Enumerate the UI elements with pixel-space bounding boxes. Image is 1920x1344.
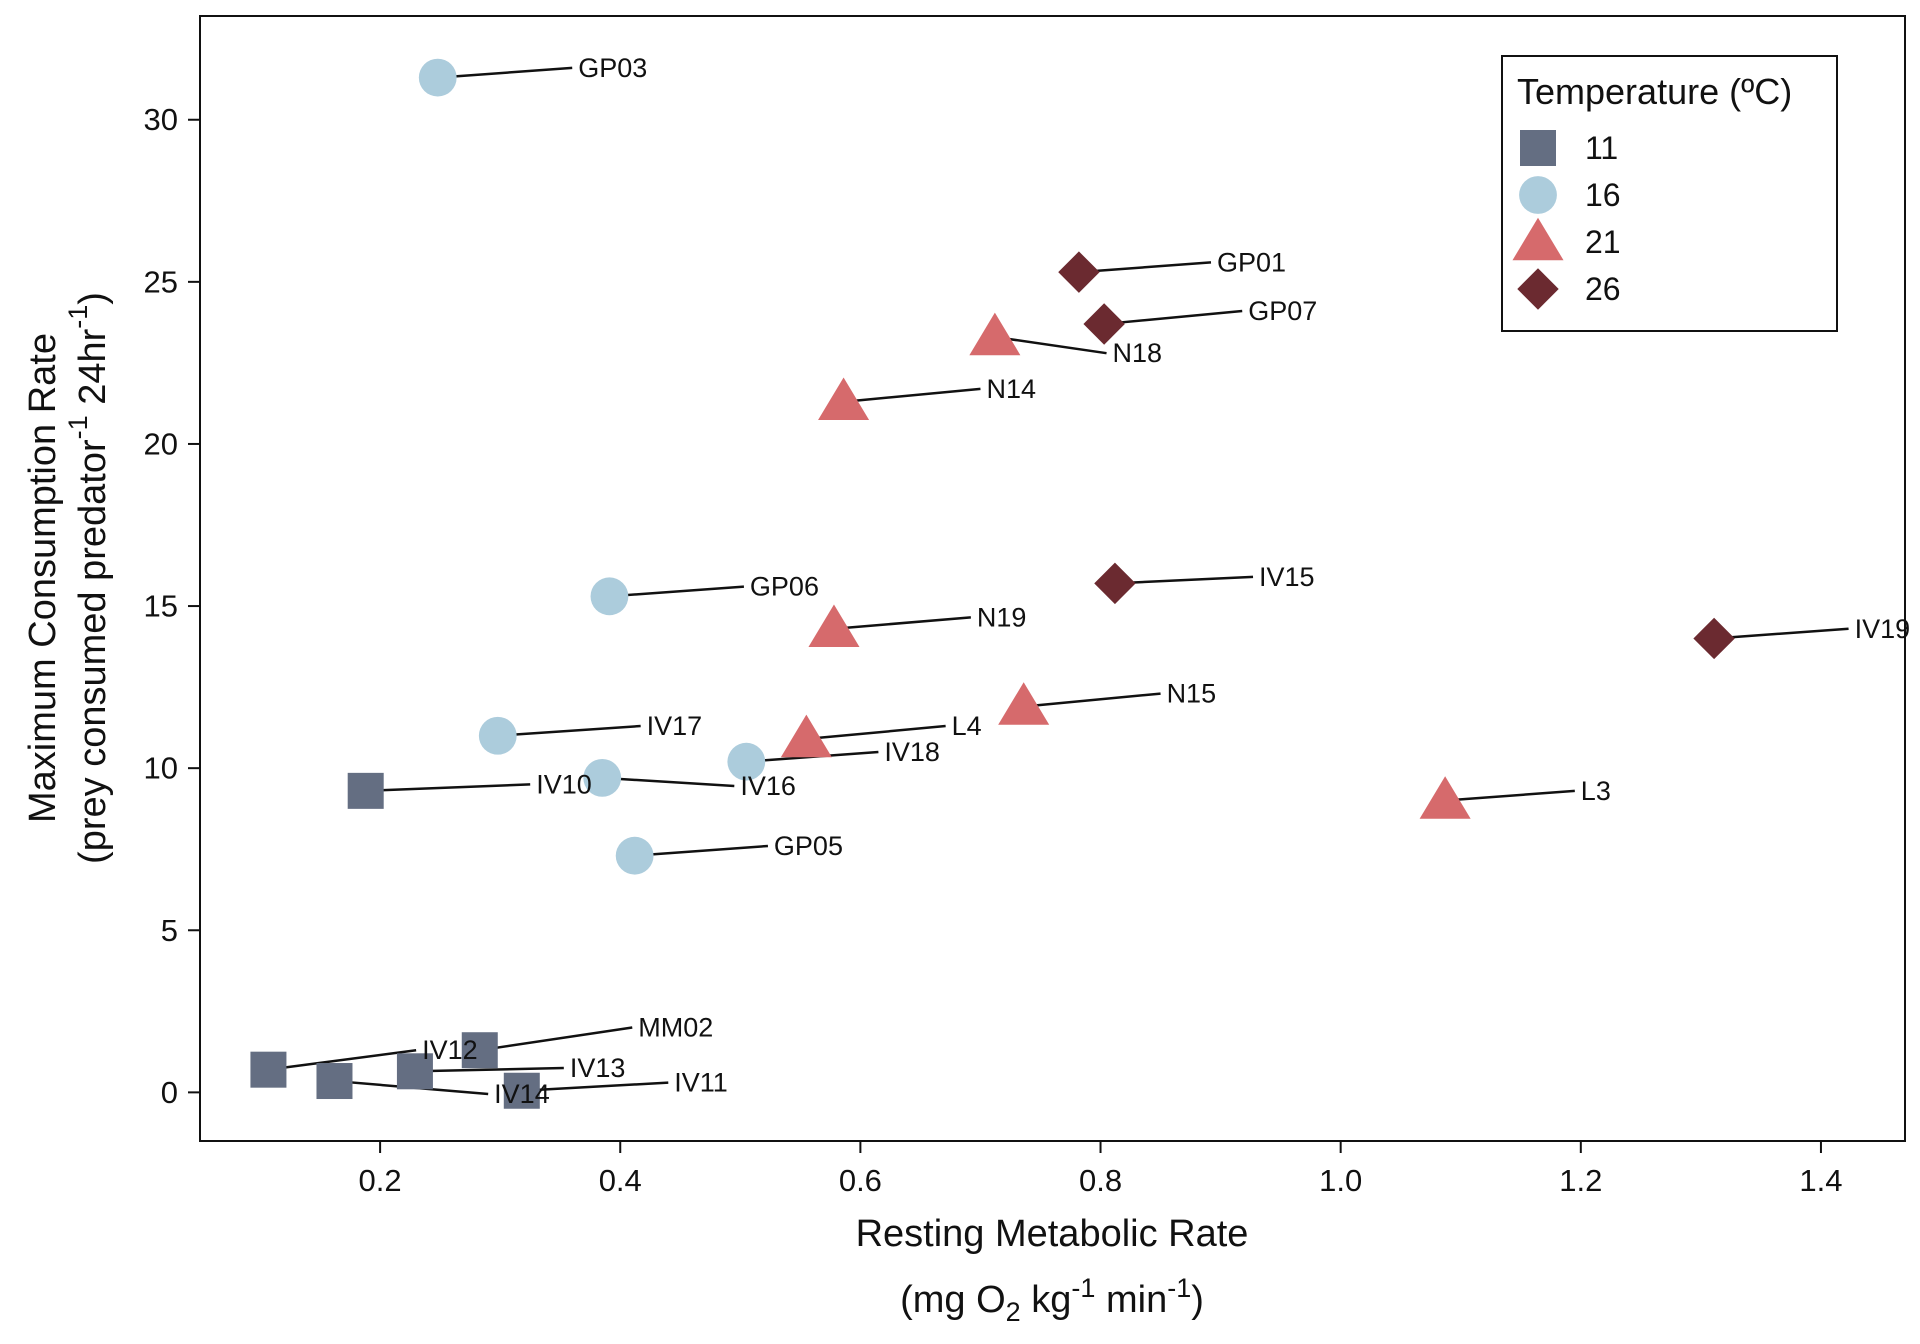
legend-label-26: 26	[1585, 271, 1621, 307]
arrow-n14	[846, 387, 981, 402]
data-point-iv18	[727, 742, 766, 781]
data-point-iv15	[1094, 562, 1136, 605]
arrow-gp07	[1106, 309, 1243, 324]
x-tick-label: 0.6	[839, 1163, 882, 1198]
legend-label-21: 21	[1585, 224, 1621, 260]
point-label-iv11: IV11	[674, 1068, 728, 1098]
data-point-iv13	[396, 1053, 433, 1090]
data-point-n18	[969, 312, 1021, 356]
legend-title: Temperature (ºC)	[1517, 71, 1792, 112]
data-point-gp07	[1083, 303, 1125, 345]
data-point-iv19	[1693, 617, 1735, 660]
point-label-iv17: IV17	[647, 711, 703, 741]
point-label-gp05: GP05	[774, 831, 843, 861]
arrow-iv19	[1716, 627, 1849, 639]
arrow-gp03	[440, 66, 573, 78]
point-label-iv16: IV16	[740, 771, 796, 801]
y-axis: 0 5 10 15 20 25 30	[144, 102, 200, 1110]
data-point-gp01	[1058, 251, 1100, 293]
legend-marker-11	[1520, 130, 1556, 166]
x-axis-title-units: (mg O2 kg-1 min-1)	[900, 1273, 1204, 1327]
arrow-iv16	[604, 778, 735, 788]
x-axis-title: Resting Metabolic Rate	[856, 1213, 1249, 1255]
point-label-iv13: IV13	[570, 1053, 626, 1083]
y-tick-label: 15	[144, 589, 178, 624]
point-label-gp06: GP06	[750, 572, 819, 602]
data-point-l3	[1419, 776, 1471, 819]
arrow-iv13	[417, 1068, 564, 1071]
y-tick-label: 10	[144, 751, 178, 786]
x-tick-label: 1.0	[1319, 1163, 1362, 1198]
legend-label-16: 16	[1585, 177, 1621, 213]
x-tick-label: 1.4	[1799, 1163, 1842, 1198]
data-point-gp06	[590, 577, 629, 616]
point-label-n18: N18	[1113, 338, 1163, 368]
data-point-iv16	[583, 758, 622, 797]
point-label-iv12: IV12	[422, 1035, 478, 1065]
data-point-gp03	[418, 58, 457, 97]
data-point-n14	[818, 377, 870, 421]
point-label-iv10: IV10	[536, 769, 592, 799]
legend-label-11: 11	[1585, 130, 1618, 166]
y-axis-title-units: (prey consumed predator-1 24hr-1)	[63, 292, 114, 864]
point-label-iv18: IV18	[884, 737, 940, 767]
legend-marker-26	[1517, 268, 1559, 310]
point-label-iv15: IV15	[1259, 562, 1315, 592]
point-label-gp01: GP01	[1217, 247, 1286, 277]
data-point-mm02	[461, 1032, 498, 1069]
point-label-n15: N15	[1167, 679, 1217, 709]
arrow-iv15	[1117, 575, 1254, 583]
arrow-l3	[1447, 789, 1575, 801]
data-point-iv11	[503, 1072, 540, 1109]
point-label-l3: L3	[1581, 776, 1611, 806]
legend-box	[1501, 55, 1838, 332]
point-label-mm02: MM02	[638, 1013, 713, 1043]
data-point-iv12	[250, 1051, 287, 1088]
arrow-gp06	[611, 585, 745, 597]
y-axis-title: Maximum Consumption Rate	[22, 333, 64, 823]
y-tick-label: 5	[161, 913, 178, 948]
arrow-iv17	[500, 724, 641, 736]
arrow-n19	[836, 616, 971, 628]
x-axis: 0.2 0.4 0.6 0.8 1.0 1.2 1.4	[359, 1141, 1843, 1198]
data-point-iv17	[478, 716, 517, 755]
arrow-iv10	[368, 783, 531, 790]
data-point-n15	[998, 682, 1050, 725]
legend-marker-16	[1519, 176, 1557, 214]
point-label-gp03: GP03	[578, 53, 647, 83]
x-tick-label: 0.4	[599, 1163, 642, 1198]
arrow-iv12	[270, 1048, 417, 1069]
y-tick-label: 25	[144, 264, 178, 299]
arrow-gp05	[637, 844, 769, 856]
arrow-iv11	[524, 1081, 669, 1091]
point-label-l4: L4	[952, 711, 982, 741]
data-point-gp05	[615, 836, 654, 875]
data-point-n19	[808, 604, 860, 647]
arrow-mm02	[482, 1026, 633, 1050]
x-tick-label: 0.8	[1079, 1163, 1122, 1198]
point-label-iv14: IV14	[494, 1079, 550, 1109]
point-labels: IV10 IV12 IV14 IV13 MM02 IV11 GP03 GP06 IV17 IV16…	[422, 53, 1910, 1109]
legend-marker-21	[1512, 217, 1564, 261]
arrow-n18	[997, 337, 1107, 355]
arrow-gp01	[1081, 261, 1212, 272]
point-label-n19: N19	[977, 602, 1027, 632]
legend: Temperature (ºC) 11 16 21 26	[1501, 55, 1838, 332]
point-label-gp07: GP07	[1248, 296, 1317, 326]
data-points	[250, 58, 1735, 1109]
x-tick-label: 1.2	[1559, 1163, 1602, 1198]
y-tick-label: 20	[144, 426, 178, 461]
data-point-iv10	[347, 772, 384, 809]
data-point-l4	[780, 714, 832, 758]
data-point-iv14	[316, 1063, 353, 1100]
y-tick-label: 30	[144, 102, 178, 137]
arrow-n15	[1026, 692, 1161, 707]
point-label-n14: N14	[986, 374, 1036, 404]
y-tick-label: 0	[161, 1075, 178, 1110]
arrow-l4	[808, 724, 946, 739]
point-label-iv19: IV19	[1855, 614, 1911, 644]
x-tick-label: 0.2	[359, 1163, 402, 1198]
